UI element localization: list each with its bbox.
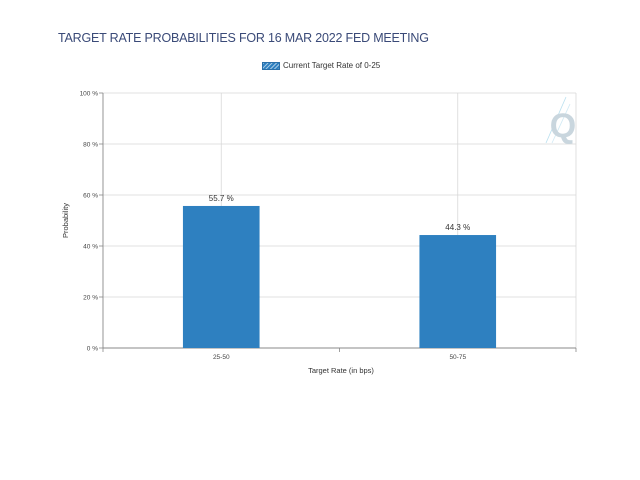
bar-50-75 (419, 235, 497, 348)
gridlines (103, 92, 577, 348)
y-tick-label: 0 % (87, 346, 98, 353)
watermark-logo: Q (545, 96, 576, 145)
y-tick-label: 80 % (83, 142, 98, 149)
legend-label: Current Target Rate of 0-25 (283, 61, 381, 70)
y-tick-label: 60 % (83, 193, 98, 200)
labels: 0 % 20 % 40 % 60 % 80 % 100 % 55.7 % 25-50 44.3 … (61, 91, 470, 376)
y-axis-label: Probability (61, 203, 70, 238)
axes (99, 92, 577, 352)
data-label: 44.3 % (445, 223, 470, 232)
x-tick-label: 50-75 (449, 354, 466, 361)
x-axis-label: Target Rate (in bps) (308, 366, 374, 375)
bars (182, 205, 497, 348)
chart-title: TARGET RATE PROBABILITIES FOR 16 MAR 202… (58, 31, 429, 45)
y-tick-label: 40 % (83, 244, 98, 251)
legend-swatch (262, 61, 280, 70)
y-tick-label: 100 % (80, 91, 99, 98)
x-tick-label: 25-50 (213, 354, 230, 361)
svg-text:Q: Q (550, 107, 576, 145)
y-tick-label: 20 % (83, 295, 98, 302)
data-label: 55.7 % (209, 194, 234, 203)
legend: Current Target Rate of 0-25 (262, 61, 380, 70)
bar-25-50 (182, 205, 260, 348)
